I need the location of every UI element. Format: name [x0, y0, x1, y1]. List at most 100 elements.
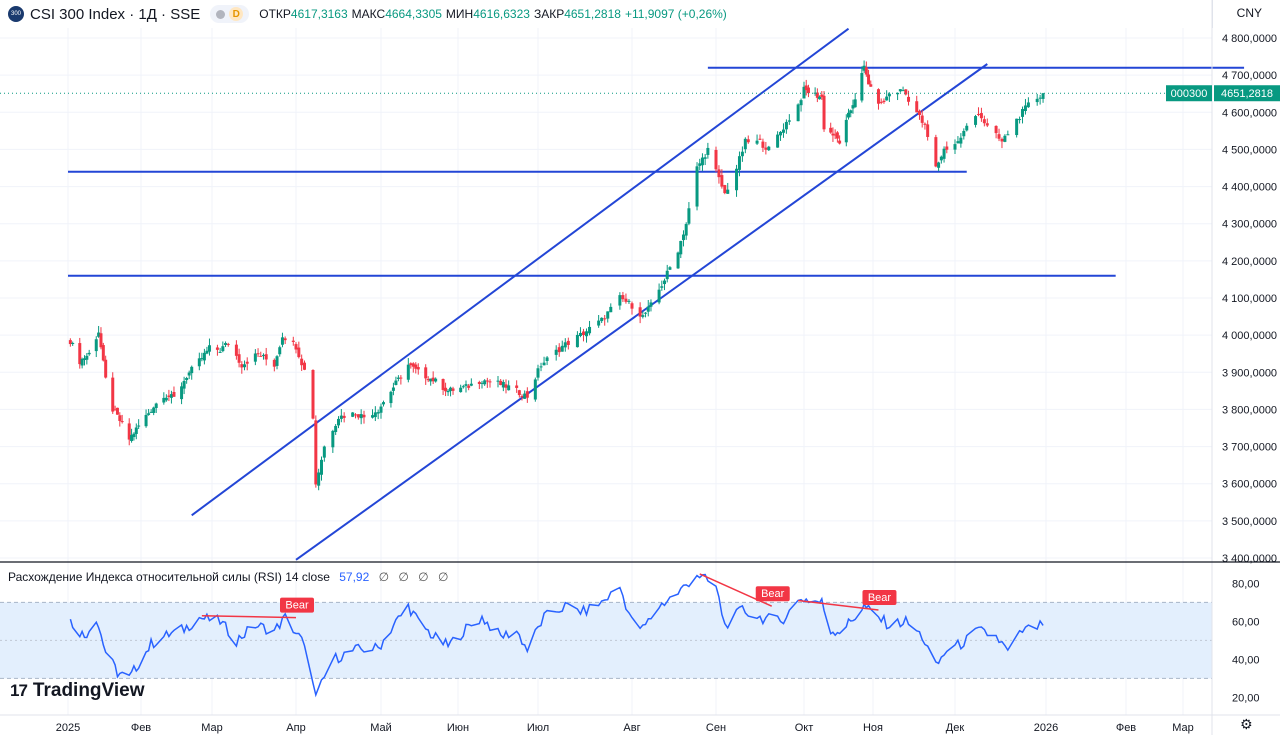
candle-body: [982, 119, 986, 124]
candle-body: [838, 140, 842, 144]
candle-body: [953, 144, 957, 150]
candle-body: [461, 386, 465, 388]
candle-body: [831, 133, 835, 136]
candle-body: [373, 412, 377, 418]
candle-body: [459, 387, 463, 393]
price-axis-tick-label: 4 200,0000: [1222, 256, 1277, 268]
bear-label: Bear: [285, 600, 309, 612]
candle-body: [920, 115, 924, 123]
time-axis-tick-label: Мар: [201, 722, 223, 734]
candle-body: [297, 347, 301, 358]
candle-body: [424, 367, 428, 379]
candle-body: [740, 151, 744, 157]
candle-body: [180, 386, 184, 400]
candle-body: [483, 380, 487, 385]
channel-trend-line: [191, 27, 850, 517]
candle-body: [1018, 119, 1022, 121]
candle-body: [118, 415, 122, 421]
candle-body: [867, 74, 871, 85]
candle-body: [606, 311, 610, 319]
time-axis-tick-label: Фев: [131, 722, 151, 734]
price-axis-tick-label: 4 300,0000: [1222, 219, 1277, 231]
delay-badge: D: [229, 7, 244, 21]
candle-body: [111, 377, 115, 412]
candle-body: [411, 363, 415, 367]
candle-body: [566, 340, 570, 345]
symbol-logo-icon[interactable]: 300: [8, 6, 24, 22]
candle-body: [331, 430, 335, 448]
candle-body: [684, 224, 688, 236]
market-status-badge[interactable]: D: [210, 5, 250, 23]
candle-body: [621, 295, 625, 300]
bear-label-box: [755, 586, 790, 602]
candle-body: [679, 240, 683, 255]
candle-body: [575, 334, 579, 348]
rsi-empty-values: ∅ ∅ ∅ ∅: [378, 570, 452, 584]
candle-body: [767, 146, 771, 151]
candle-body: [185, 378, 189, 381]
candle-body: [414, 364, 418, 369]
candle-body: [164, 397, 168, 401]
last-price-tag: [1214, 85, 1280, 102]
candle-body: [359, 414, 363, 419]
candle-body: [939, 156, 943, 161]
candle-body: [272, 359, 276, 367]
ohlc-low-value: 4616,6323: [473, 7, 530, 21]
candle-body: [829, 127, 833, 133]
candle-body: [144, 414, 148, 427]
candle-body: [898, 89, 902, 92]
candle-body: [283, 338, 287, 341]
candle-body: [426, 379, 430, 381]
candle-body: [322, 446, 326, 458]
candle-body: [80, 358, 84, 366]
candle-body: [985, 123, 989, 126]
candle-body: [849, 110, 853, 114]
candle-body: [860, 73, 864, 101]
candle-body: [649, 302, 653, 307]
price-axis-tick-label: 4 700,0000: [1222, 70, 1277, 82]
candle-body: [879, 101, 883, 103]
candle-body: [804, 85, 808, 91]
candle-body: [446, 390, 450, 393]
candle-body: [755, 140, 759, 144]
candle-body: [630, 303, 634, 309]
candle-body: [94, 339, 98, 352]
candle-body: [758, 138, 762, 140]
candle-body: [104, 359, 108, 378]
candle-body: [362, 414, 366, 418]
candle-body: [668, 267, 672, 270]
candle-body: [934, 137, 938, 167]
rsi-params: 14 close: [285, 570, 330, 584]
candle-body: [851, 105, 855, 109]
currency-selector[interactable]: CNY: [1236, 6, 1262, 20]
candle-body: [520, 396, 524, 398]
rsi-title[interactable]: Расхождение Индекса относительной силы (…: [8, 570, 282, 584]
candle-body: [896, 92, 900, 95]
tradingview-logo[interactable]: 17 TradingView: [10, 680, 145, 702]
symbol-title[interactable]: CSI 300 Index · 1Д · SSE: [30, 5, 201, 23]
candle-body: [356, 414, 360, 418]
candle-body: [844, 119, 848, 143]
candle-body: [334, 425, 338, 432]
candle-body: [882, 100, 886, 103]
candle-body: [399, 377, 403, 379]
symbol-tag-text: 000300: [1171, 88, 1208, 100]
candle-body: [127, 423, 131, 440]
candle-body: [154, 403, 158, 408]
axis-separator: [1212, 0, 1213, 28]
candle-body: [441, 378, 445, 390]
candle-body: [638, 307, 642, 317]
candle-body: [665, 270, 669, 280]
candle-body: [245, 361, 249, 364]
candle-body: [215, 347, 219, 350]
candle-body: [488, 381, 492, 383]
candle-body: [545, 357, 549, 361]
price-axis-tick-label: 3 700,0000: [1222, 442, 1277, 454]
candle-body: [813, 92, 817, 94]
candle-body: [784, 121, 788, 130]
candle-body: [78, 343, 82, 365]
gear-icon[interactable]: ⚙: [1240, 716, 1253, 732]
candle-body: [68, 340, 72, 345]
candle-body: [926, 124, 930, 137]
